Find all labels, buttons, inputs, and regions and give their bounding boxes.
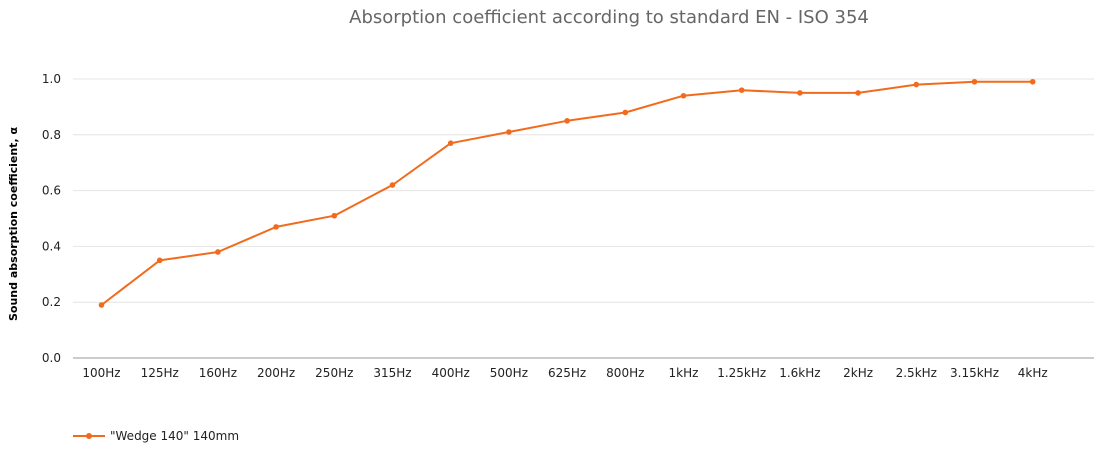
data-point[interactable] <box>738 87 745 93</box>
x-tick-label: 125Hz <box>141 366 179 380</box>
y-tick-labels: 0.0 0.2 0.4 0.6 0.8 1.0 <box>42 72 61 365</box>
legend-series-marker <box>86 433 92 439</box>
data-point[interactable] <box>855 90 861 96</box>
y-tick-label: 0.4 <box>42 239 61 253</box>
x-tick-label: 4kHz <box>1018 366 1048 380</box>
data-point[interactable] <box>156 257 163 264</box>
x-tick-label: 625Hz <box>548 366 586 380</box>
x-tick-label: 315Hz <box>373 366 411 380</box>
chart-title: Absorption coefficient according to stan… <box>349 7 869 28</box>
data-point[interactable] <box>622 109 629 116</box>
x-tick-label: 160Hz <box>199 366 237 380</box>
y-tick-label: 0.8 <box>42 128 61 142</box>
y-tick-label: 0.6 <box>42 184 61 198</box>
x-tick-label: 400Hz <box>432 366 470 380</box>
x-tick-labels: 100Hz 125Hz 160Hz 200Hz 250Hz 315Hz 400Hz 500Hz… <box>82 366 1047 380</box>
x-tick-label: 1.25kHz <box>717 366 766 380</box>
x-tick-label: 200Hz <box>257 366 295 380</box>
x-tick-label: 500Hz <box>490 366 528 380</box>
data-point[interactable] <box>913 81 920 88</box>
data-point[interactable] <box>506 129 512 135</box>
y-tick-label: 0.2 <box>42 295 61 309</box>
x-tick-label: 800Hz <box>606 366 644 380</box>
data-point[interactable] <box>1029 78 1036 85</box>
y-axis-label: Sound absorption coefficient, α <box>7 127 20 321</box>
data-point[interactable] <box>389 182 396 188</box>
legend[interactable]: "Wedge 140" 140mm <box>73 429 239 443</box>
x-tick-label: 2kHz <box>843 366 873 380</box>
data-point[interactable] <box>564 118 570 124</box>
legend-series-label: "Wedge 140" 140mm <box>110 429 239 443</box>
y-tick-label: 0.0 <box>42 351 61 365</box>
x-tick-label: 2.5kHz <box>896 366 937 380</box>
y-tick-label: 1.0 <box>42 72 61 86</box>
series-line <box>100 80 1033 306</box>
data-point[interactable] <box>273 224 279 230</box>
x-tick-label: 250Hz <box>315 366 353 380</box>
data-point[interactable] <box>971 78 978 85</box>
data-point[interactable] <box>680 92 687 99</box>
x-tick-label: 1kHz <box>669 366 699 380</box>
data-point[interactable] <box>447 140 454 146</box>
x-tick-label: 100Hz <box>82 366 120 380</box>
data-point[interactable] <box>797 90 803 96</box>
data-point[interactable] <box>331 212 338 219</box>
x-tick-label: 1.6kHz <box>779 366 820 380</box>
data-point[interactable] <box>215 249 221 255</box>
x-tick-label: 3.15kHz <box>950 366 999 380</box>
data-point[interactable] <box>98 302 105 308</box>
series-layer <box>98 78 1036 308</box>
gridlines <box>73 78 1094 359</box>
